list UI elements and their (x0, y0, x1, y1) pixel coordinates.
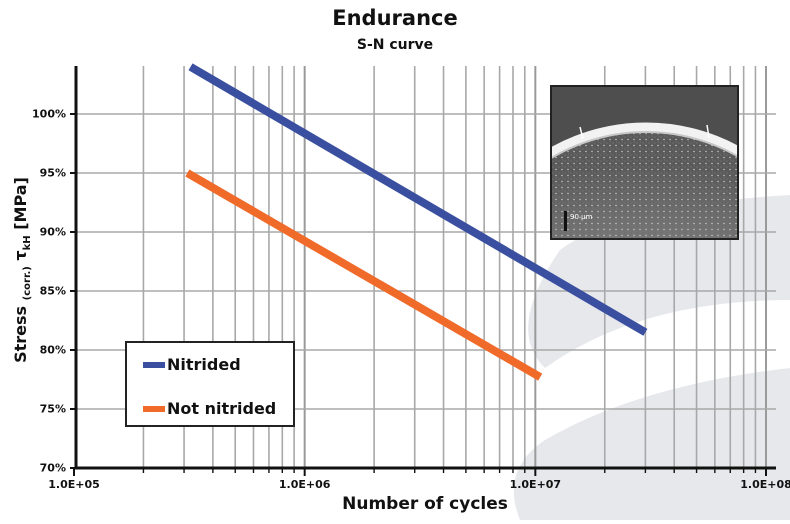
legend-item-not-nitrided: Not nitrided (143, 399, 276, 418)
y-tick-label: 90% (39, 225, 66, 239)
legend-label-not-nitrided: Not nitrided (167, 399, 277, 418)
chart-subtitle: S-N curve (356, 37, 434, 53)
x-tick-label: 1.0E+05 (48, 478, 100, 491)
y-tick-label: 80% (39, 343, 66, 357)
y-tick-label: 95% (39, 166, 66, 180)
chart-title: Endurance (332, 6, 458, 30)
micrograph-image: 90 µm (550, 85, 739, 240)
legend-item-nitrided: Nitrided (143, 355, 241, 374)
legend-swatch-not-nitrided (143, 405, 165, 412)
legend: Nitrided Not nitrided (125, 341, 295, 427)
y-axis-label-symbol: τ (10, 250, 30, 261)
series-line-not-nitrided (185, 169, 543, 381)
y-tick-label: 70% (39, 461, 66, 475)
y-axis-label-sub2: kH (22, 235, 34, 251)
series-line-nitrided (188, 63, 648, 336)
y-axis-label-main: Stress (10, 305, 30, 363)
y-axis-label-unit: [MPa] (10, 177, 30, 230)
y-axis-label: Stress (corr.) τkH [MPa] (11, 177, 33, 363)
background-swoosh-lower (513, 368, 790, 520)
x-tick-label: 1.0E+07 (509, 478, 562, 491)
legend-swatch-nitrided (143, 361, 165, 368)
x-tick-label: 1.0E+06 (278, 478, 331, 491)
y-tick-label: 100% (32, 107, 66, 121)
micrograph-graphic (552, 87, 737, 238)
legend-label-nitrided: Nitrided (167, 355, 241, 374)
scale-bar (564, 211, 567, 231)
y-tick-label: 75% (39, 402, 66, 416)
inset-arrow-right (706, 124, 710, 139)
y-axis-label-sub1: (corr.) (22, 266, 34, 301)
inset-arrow-left (579, 126, 584, 140)
x-axis-label: Number of cycles (342, 494, 508, 514)
scale-label: 90 µm (570, 213, 593, 221)
y-tick-label: 85% (39, 284, 66, 298)
x-tick-label: 1.0E+08 (740, 478, 790, 491)
